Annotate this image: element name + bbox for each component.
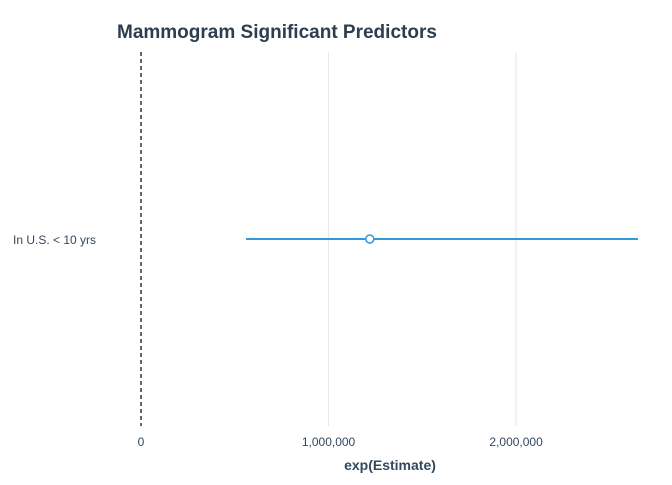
x-tick-label: 1,000,000 xyxy=(302,435,356,449)
x-tick-label: 0 xyxy=(138,435,145,449)
x-tick-label: 2,000,000 xyxy=(489,435,543,449)
estimate-point xyxy=(365,234,375,244)
series-group xyxy=(246,234,638,244)
y-category-label: In U.S. < 10 yrs xyxy=(13,233,96,247)
x-axis-tick-labels: 0 1,000,000 2,000,000 xyxy=(138,435,543,449)
chart-title: Mammogram Significant Predictors xyxy=(117,22,437,43)
y-axis-category-labels: In U.S. < 10 yrs xyxy=(13,233,96,247)
x-axis-title: exp(Estimate) xyxy=(344,457,436,473)
